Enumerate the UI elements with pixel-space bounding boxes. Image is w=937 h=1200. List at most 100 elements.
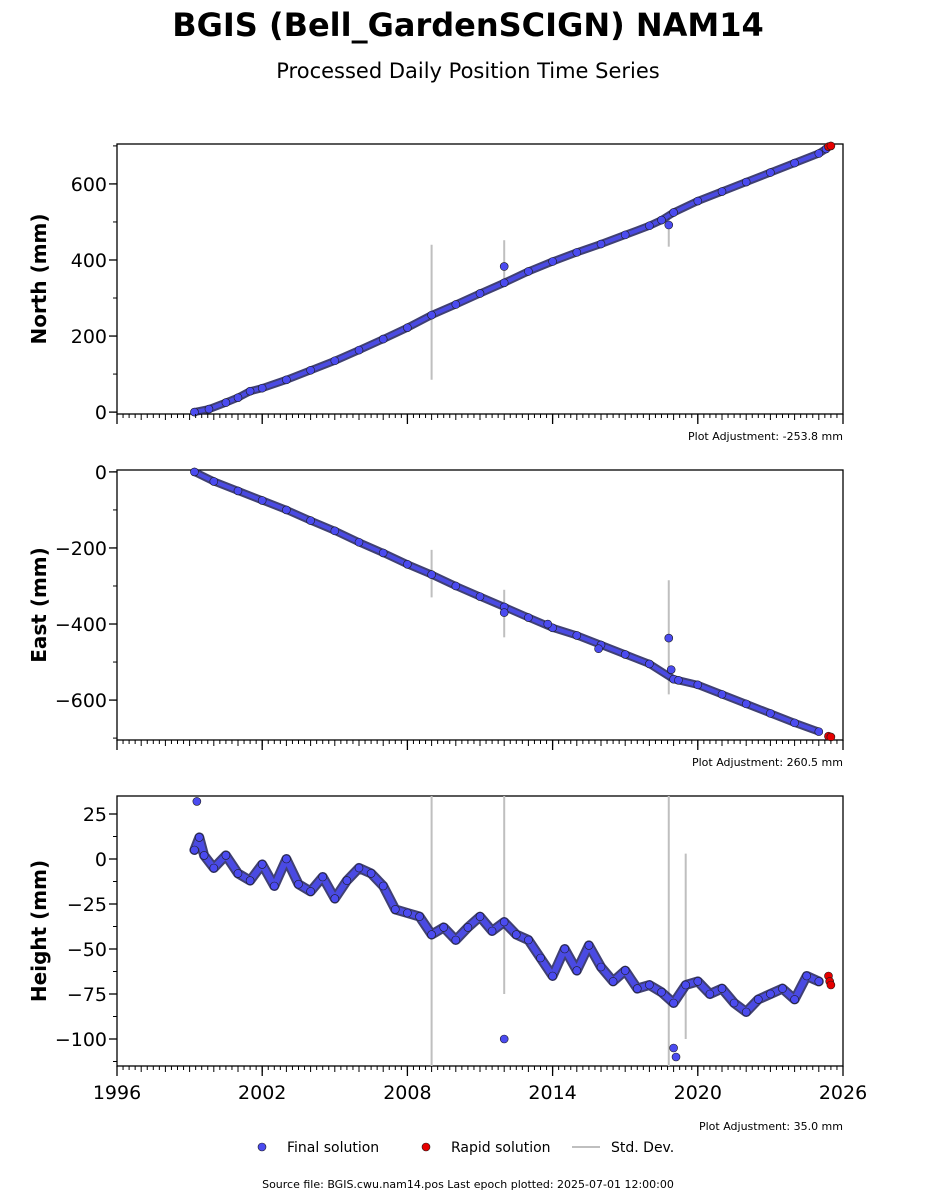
east-final-point (475, 592, 485, 601)
north-final-point (330, 356, 340, 366)
height-final-point (306, 887, 315, 896)
height-final-point (645, 980, 654, 990)
north-final-point (451, 300, 461, 309)
east-final-point (427, 570, 436, 579)
east-final-point (693, 680, 703, 690)
height-final-point (802, 971, 812, 981)
height-final-point (608, 977, 618, 986)
east-y-tick-label: 0 (95, 462, 107, 484)
chart-subtitle: Processed Daily Position Time Series (276, 59, 660, 83)
height-final-point (511, 930, 521, 939)
east-final-point (451, 581, 461, 591)
north-final-point (790, 158, 799, 168)
x-tick-label: 2014 (528, 1082, 576, 1104)
height-final-point (233, 869, 243, 878)
east-final-point (378, 548, 388, 558)
height-final-point (199, 851, 209, 860)
north-final-point (378, 334, 388, 344)
height-final-point (415, 912, 424, 921)
legend: Final solution Rapid solution Std. Dev. (257, 1140, 674, 1156)
height-final-point (671, 1052, 681, 1062)
east-final-point (717, 690, 727, 699)
north-final-point (620, 230, 630, 240)
east-final-point (645, 659, 654, 669)
height-final-point (657, 987, 666, 997)
height-final-point (620, 966, 630, 975)
height-final-point (548, 971, 557, 981)
height-plot-adjustment: Plot Adjustment: 35.0 mm (699, 1120, 843, 1133)
east-final-point (766, 709, 775, 718)
height-final-point (269, 881, 279, 891)
height-final-point (487, 926, 497, 936)
north-final-point (741, 177, 751, 187)
north-final-point (572, 248, 582, 257)
north-final-point (693, 196, 703, 206)
north-y-axis-label: North (mm) (27, 213, 51, 344)
height-final-point (632, 984, 642, 993)
east-y-tick-label: −400 (55, 614, 107, 636)
height-final-point (669, 1043, 678, 1053)
x-tick-label: 2008 (383, 1082, 431, 1104)
north-final-point (204, 404, 214, 414)
east-final-point (572, 631, 582, 640)
north-final-point (657, 215, 666, 225)
north-final-point (499, 278, 509, 288)
height-final-point (717, 984, 727, 993)
north-final-point (403, 323, 412, 332)
north-final-point (664, 220, 674, 230)
north-final-point (245, 386, 255, 396)
legend-label: Std. Dev. (611, 1140, 674, 1156)
east-final-point (620, 650, 630, 659)
height-final-point (403, 908, 412, 918)
legend-marker-rapid (421, 1142, 431, 1152)
height-final-point (753, 995, 763, 1004)
east-rapid-point (826, 732, 836, 742)
height-final-point (366, 869, 376, 878)
height-final-point (282, 854, 291, 864)
height-final-point (596, 962, 606, 972)
height-final-point (766, 989, 775, 999)
source-footer: Source file: BGIS.cwu.nam14.pos Last epo… (262, 1178, 674, 1191)
north-final-point (306, 365, 315, 375)
east-final-point (209, 477, 219, 486)
height-final-point (245, 876, 255, 885)
x-tick-label: 2026 (819, 1082, 867, 1104)
east-panel: 0 −200 −400 −600 East (mm) Plot Adjustment: 2… (27, 462, 844, 769)
height-final-point (790, 995, 799, 1004)
chart-title: BGIS (Bell_GardenSCIGN) NAM14 (172, 6, 764, 44)
height-final-point (354, 863, 364, 873)
height-final-point (427, 930, 436, 939)
height-final-point (378, 881, 388, 891)
height-final-point (330, 894, 340, 903)
height-final-point (693, 977, 703, 986)
height-final-point (560, 944, 570, 954)
east-final-point (524, 613, 533, 622)
height-final-point (705, 989, 715, 999)
east-final-point (664, 633, 674, 643)
north-rapid-point (826, 141, 836, 151)
east-final-point (674, 675, 683, 685)
north-final-point (548, 257, 557, 266)
height-final-point (681, 980, 691, 990)
height-y-tick-label: −25 (67, 894, 107, 916)
height-y-tick-label: 0 (95, 849, 107, 871)
east-final-point (790, 718, 799, 728)
north-final-point (814, 149, 824, 158)
height-y-tick-label: 25 (83, 804, 107, 826)
height-final-point (669, 998, 678, 1008)
x-tick-label: 2020 (674, 1082, 722, 1104)
east-final-point (594, 644, 603, 654)
north-final-point (354, 345, 364, 355)
north-y-tick-label: 400 (71, 250, 107, 272)
north-final-point (499, 262, 509, 271)
north-final-point (524, 267, 533, 276)
legend-label: Rapid solution (451, 1140, 551, 1156)
east-final-point (666, 665, 676, 674)
height-final-point (778, 984, 787, 993)
height-plot-frame (116, 795, 844, 1067)
height-final-point (190, 845, 199, 855)
north-final-point (257, 383, 267, 393)
north-final-point (669, 208, 678, 217)
legend-label: Final solution (287, 1140, 379, 1156)
height-final-point (451, 935, 461, 945)
